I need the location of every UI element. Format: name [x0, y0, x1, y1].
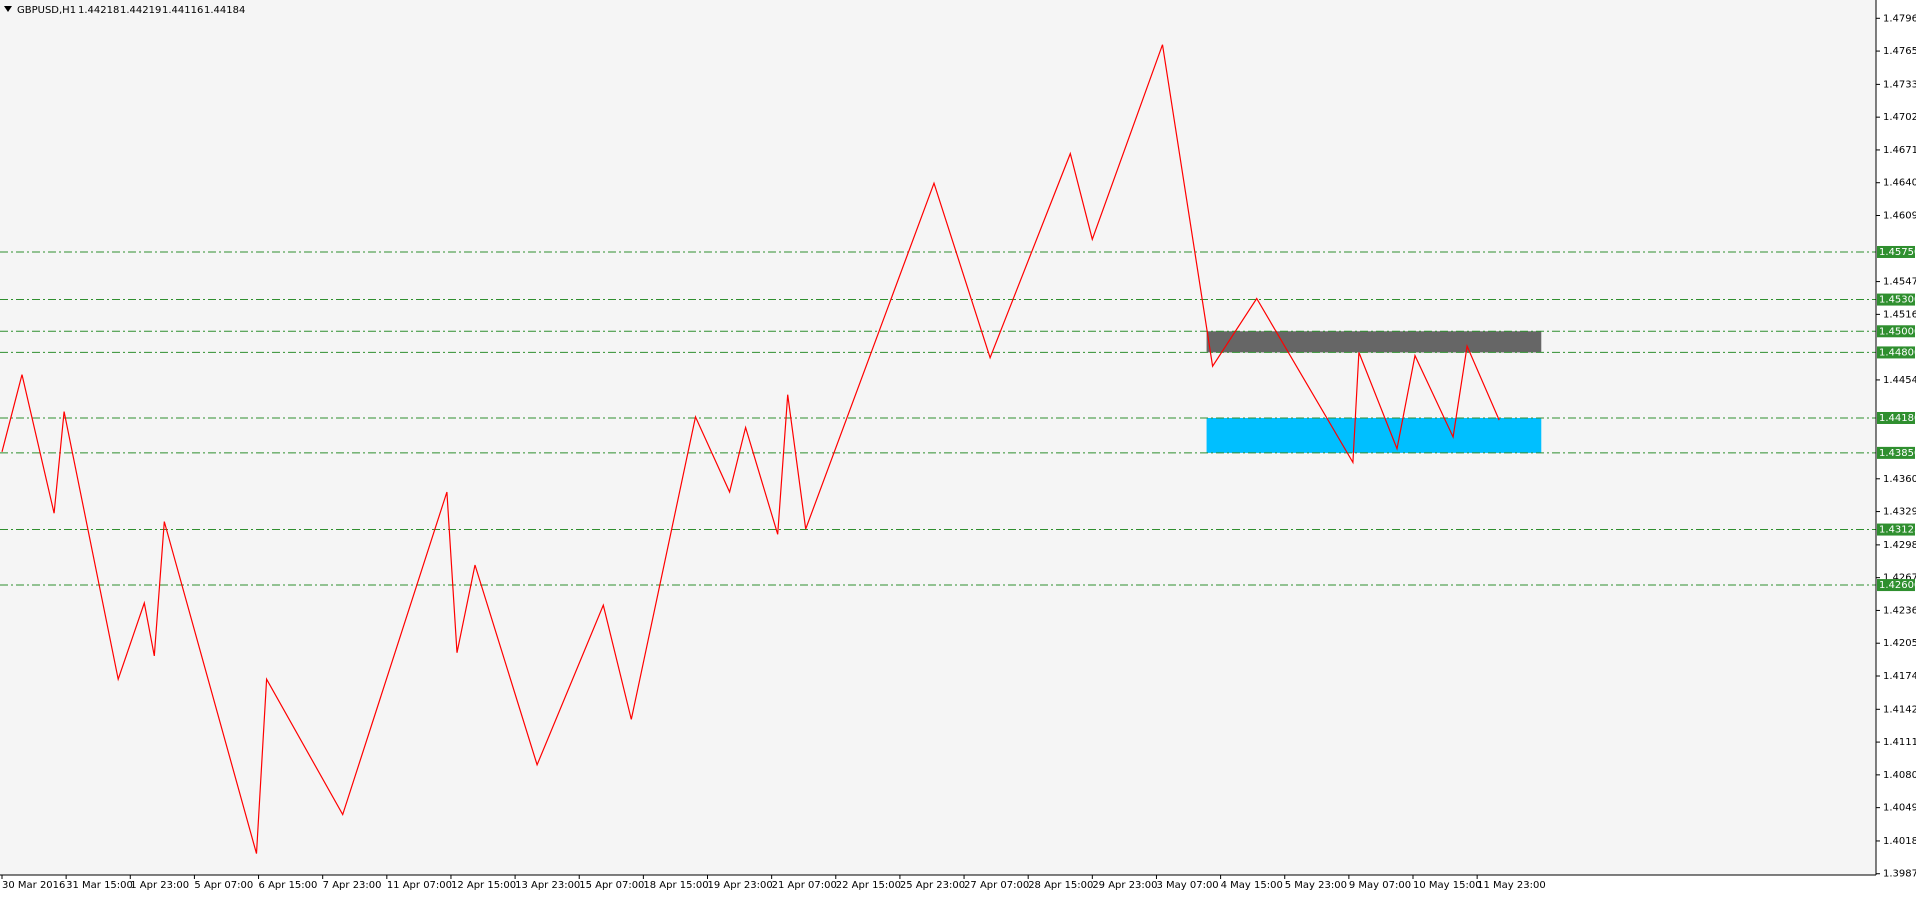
level-label: 1.42600 [1879, 580, 1916, 591]
zone [1206, 417, 1542, 453]
y-tick-label: 1.42670 [1883, 573, 1916, 584]
x-tick-label: 30 Mar 2016 [2, 880, 65, 891]
x-tick-label: 10 May 15:00 [1413, 880, 1482, 891]
y-tick-label: 1.47335 [1883, 79, 1916, 90]
x-tick-label: 12 Apr 15:00 [451, 880, 516, 891]
y-tick-label: 1.47960 [1883, 13, 1916, 24]
level-label-box [1877, 411, 1915, 424]
level-label: 1.45000 [1879, 326, 1916, 337]
level-label: 1.44800 [1879, 347, 1916, 358]
y-tick-label: 1.46715 [1883, 145, 1916, 156]
x-tick-label: 31 Mar 15:00 [66, 880, 133, 891]
x-tick-label: 6 Apr 15:00 [259, 880, 318, 891]
y-tick-label: 1.43295 [1883, 507, 1916, 518]
level-label-box [1877, 579, 1915, 592]
y-tick-label: 1.41115 [1883, 737, 1916, 748]
x-tick-label: 3 May 07:00 [1156, 880, 1218, 891]
quote-low: 1.44116 [162, 5, 203, 16]
level-label: 1.44180 [1879, 413, 1916, 424]
level-label-box [1877, 346, 1915, 359]
x-tick-label: 15 Apr 07:00 [579, 880, 644, 891]
y-tick-label: 1.42360 [1883, 605, 1916, 616]
y-tick-label: 1.46095 [1883, 210, 1916, 221]
x-tick-label: 5 May 23:00 [1285, 880, 1347, 891]
x-tick-label: 21 Apr 07:00 [772, 880, 837, 891]
level-label: 1.43125 [1879, 525, 1916, 536]
y-tick-label: 1.40495 [1883, 803, 1916, 814]
x-tick-label: 18 Apr 15:00 [643, 880, 708, 891]
y-tick-label: 1.42050 [1883, 638, 1916, 649]
y-tick-label: 1.41740 [1883, 671, 1916, 682]
level-label-box [1877, 245, 1915, 258]
x-tick-label: 11 May 23:00 [1477, 880, 1546, 891]
plot-area [0, 0, 1876, 875]
x-tick-label: 13 Apr 23:00 [515, 880, 580, 891]
y-tick-label: 1.39870 [1883, 869, 1916, 880]
y-tick-label: 1.43605 [1883, 474, 1916, 485]
menu-arrow[interactable] [4, 6, 12, 12]
y-tick-label: 1.45470 [1883, 277, 1916, 288]
y-tick-label: 1.46405 [1883, 178, 1916, 189]
y-tick-label: 1.40805 [1883, 770, 1916, 781]
level-label-box [1877, 325, 1915, 338]
x-tick-label: 9 May 07:00 [1349, 880, 1411, 891]
x-tick-label: 1 Apr 23:00 [130, 880, 189, 891]
level-label-box [1877, 446, 1915, 459]
y-tick-label: 1.45160 [1883, 309, 1916, 320]
y-tick-label: 1.44540 [1883, 375, 1916, 386]
x-tick-label: 29 Apr 23:00 [1092, 880, 1157, 891]
x-tick-label: 11 Apr 07:00 [387, 880, 452, 891]
x-tick-label: 19 Apr 23:00 [708, 880, 773, 891]
chart-title: GBPUSD,H1 [17, 5, 76, 16]
level-label-box [1877, 523, 1915, 536]
quote-high: 1.44219 [120, 5, 161, 16]
y-tick-label: 1.40180 [1883, 836, 1916, 847]
x-tick-label: 5 Apr 07:00 [194, 880, 253, 891]
quote-close: 1.44184 [204, 5, 245, 16]
x-tick-label: 22 Apr 15:00 [836, 880, 901, 891]
level-label: 1.43850 [1879, 448, 1916, 459]
zigzag-line [1, 44, 1500, 854]
y-tick-label: 1.42980 [1883, 540, 1916, 551]
x-tick-label: 28 Apr 15:00 [1028, 880, 1093, 891]
level-label-box [1877, 293, 1915, 306]
zone [1206, 331, 1542, 353]
x-tick-label: 27 Apr 07:00 [964, 880, 1029, 891]
x-tick-label: 4 May 15:00 [1221, 880, 1283, 891]
quote-open: 1.44218 [78, 5, 119, 16]
y-tick-label: 1.41425 [1883, 704, 1916, 715]
x-tick-label: 25 Apr 23:00 [900, 880, 965, 891]
y-tick-label: 1.47025 [1883, 112, 1916, 123]
level-label: 1.45300 [1879, 295, 1916, 306]
level-label: 1.45750 [1879, 247, 1916, 258]
x-tick-label: 7 Apr 23:00 [323, 880, 382, 891]
y-tick-label: 1.47650 [1883, 46, 1916, 57]
